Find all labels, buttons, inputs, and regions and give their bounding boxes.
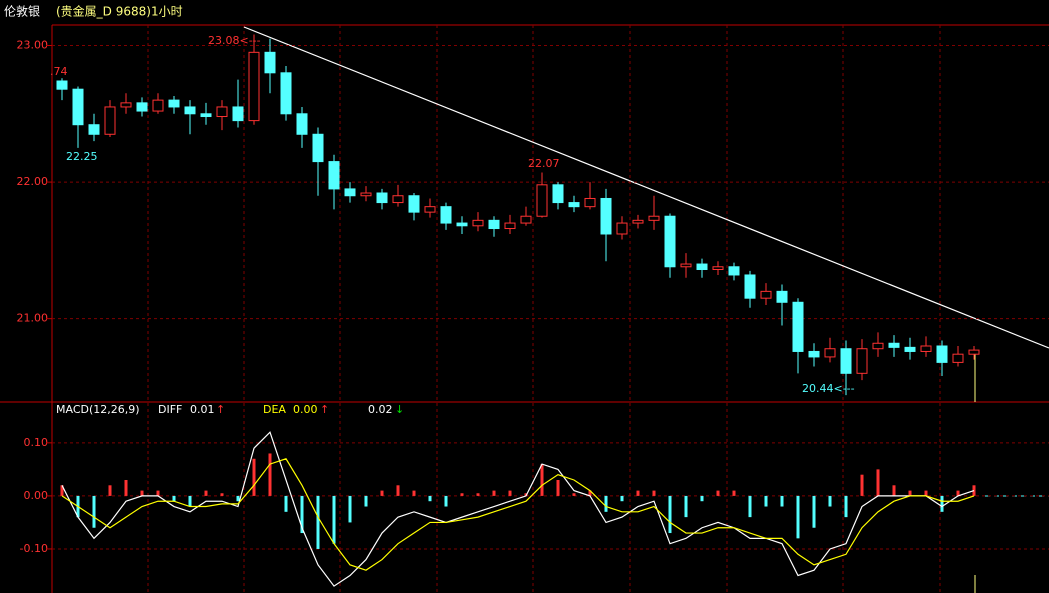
candle-body bbox=[536, 184, 548, 217]
candle-body bbox=[888, 342, 900, 348]
candle-body bbox=[840, 348, 852, 374]
y-tick-label: 21.00 bbox=[17, 312, 49, 325]
candle-body bbox=[440, 206, 452, 224]
annotation: 20.44<--- bbox=[802, 382, 855, 395]
candle-body bbox=[760, 290, 772, 299]
annotation: 23.08<--- bbox=[208, 34, 261, 47]
candle-body bbox=[104, 106, 116, 135]
candle-body bbox=[232, 106, 244, 122]
candle-body bbox=[472, 219, 484, 227]
candle-body bbox=[600, 197, 612, 235]
candle-body bbox=[296, 113, 308, 135]
macd-line bbox=[61, 458, 975, 571]
y-tick-label: 0.00 bbox=[24, 489, 49, 502]
trendline bbox=[243, 26, 1049, 349]
macd-readout: 0.02 bbox=[368, 403, 393, 416]
candle-body bbox=[520, 215, 532, 224]
candle-body bbox=[664, 215, 676, 268]
candle-body bbox=[776, 290, 788, 303]
macd-arrow: ↓ bbox=[395, 403, 404, 416]
macd-line bbox=[61, 431, 975, 587]
candle-body bbox=[488, 219, 500, 230]
candle-body bbox=[120, 102, 132, 108]
annotation: .74 bbox=[50, 65, 68, 78]
annotation: 22.25 bbox=[66, 150, 98, 163]
diff-name: DIFF bbox=[158, 403, 182, 416]
candle-body bbox=[456, 222, 468, 227]
candle-body bbox=[568, 202, 580, 208]
candle-body bbox=[184, 106, 196, 115]
candle-body bbox=[696, 263, 708, 271]
candle-body bbox=[728, 266, 740, 276]
macd-title: MACD(12,26,9) bbox=[56, 403, 140, 416]
diff-readout: 0.01 bbox=[190, 403, 215, 416]
y-tick-label: 22.00 bbox=[17, 175, 49, 188]
vertical-grid bbox=[147, 25, 941, 593]
candle-body bbox=[824, 348, 836, 358]
candle-body bbox=[152, 99, 164, 112]
candle-body bbox=[424, 206, 436, 213]
dea-name: DEA bbox=[263, 403, 286, 416]
candle-body bbox=[56, 80, 68, 90]
candle-body bbox=[216, 106, 228, 118]
symbol: 伦敦银 bbox=[4, 4, 40, 19]
candle-body bbox=[408, 195, 420, 213]
instrument: (贵金属_D 9688)1小时 bbox=[56, 4, 183, 19]
candle-body bbox=[168, 99, 180, 108]
candle-body bbox=[280, 72, 292, 115]
candle-body bbox=[200, 113, 212, 118]
candle-body bbox=[936, 345, 948, 363]
candle-body bbox=[136, 102, 148, 112]
candle-body bbox=[312, 133, 324, 163]
candle-body bbox=[920, 345, 932, 352]
y-tick-label: 23.00 bbox=[17, 38, 49, 51]
candle-body bbox=[632, 219, 644, 224]
annotation: 22.07 bbox=[528, 157, 560, 170]
candle-body bbox=[584, 197, 596, 208]
candle-body bbox=[360, 192, 372, 197]
candle-body bbox=[248, 51, 260, 122]
candle-body bbox=[680, 263, 692, 268]
y-tick-label: 0.10 bbox=[24, 436, 49, 449]
candle-body bbox=[968, 349, 980, 355]
diff-arrow: ↑ bbox=[216, 403, 225, 416]
candle-body bbox=[648, 215, 660, 221]
candle-body bbox=[376, 192, 388, 204]
candle-body bbox=[504, 222, 516, 230]
y-tick-label: -0.10 bbox=[20, 542, 48, 555]
candle-body bbox=[712, 266, 724, 271]
candle-body bbox=[264, 51, 276, 74]
candle-body bbox=[392, 195, 404, 204]
candle-body bbox=[904, 346, 916, 352]
candle-body bbox=[808, 350, 820, 358]
candle-body bbox=[344, 188, 356, 197]
candle-body bbox=[792, 301, 804, 352]
candle-body bbox=[72, 88, 84, 126]
candle-body bbox=[552, 184, 564, 204]
dea-readout: 0.00 bbox=[293, 403, 318, 416]
candle-body bbox=[744, 274, 756, 299]
candle-body bbox=[872, 342, 884, 350]
candle-body bbox=[616, 222, 628, 235]
candle-body bbox=[328, 161, 340, 190]
candle-body bbox=[88, 124, 100, 135]
candle-body bbox=[856, 348, 868, 374]
dea-arrow: ↑ bbox=[320, 403, 329, 416]
candle-body bbox=[952, 353, 964, 363]
